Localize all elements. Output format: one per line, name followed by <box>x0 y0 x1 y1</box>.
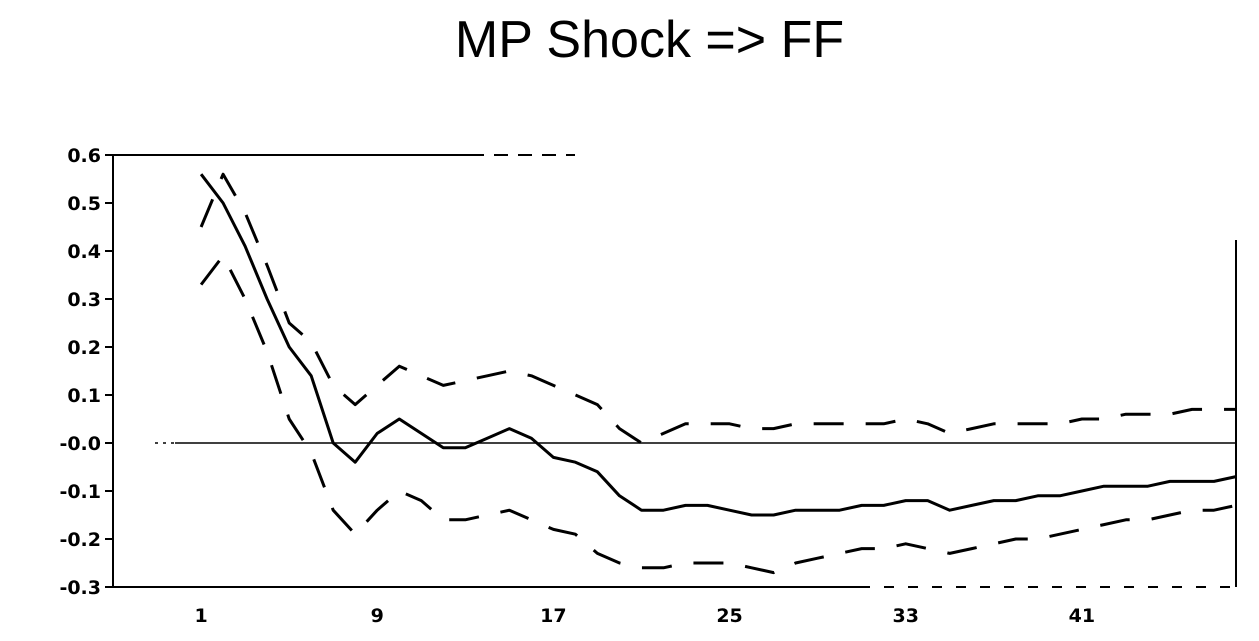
y-tick-label: -0.2 <box>59 529 101 551</box>
y-tick-label: -0.1 <box>59 481 101 503</box>
y-tick-label: 0.6 <box>67 145 101 167</box>
upper-band-line <box>199 172 1236 445</box>
y-tick-label: -0.0 <box>59 433 101 455</box>
x-tick-label: 33 <box>892 605 918 627</box>
y-tick-label: 0.1 <box>67 385 101 407</box>
y-tick-label: 0.3 <box>67 289 101 311</box>
lower-band-line <box>199 254 1237 575</box>
y-tick-label: 0.4 <box>67 241 101 263</box>
x-axis: 1 9 17 25 33 41 <box>194 605 1095 627</box>
x-tick-label: 41 <box>1069 605 1095 627</box>
y-tick-label: -0.3 <box>59 577 101 599</box>
chart-title: MP Shock => FF <box>454 11 845 69</box>
x-tick-label: 9 <box>371 605 384 627</box>
response-line <box>199 173 1237 517</box>
x-tick-label: 25 <box>716 605 742 627</box>
plot-frame <box>112 154 1237 588</box>
y-axis: 0.6 0.5 0.4 0.3 0.2 0.1 -0.0 -0.1 -0.2 -0.3 <box>59 145 113 599</box>
x-tick-label: 1 <box>194 605 207 627</box>
y-tick-label: 0.5 <box>67 193 101 215</box>
y-tick-label: 0.2 <box>67 337 101 359</box>
series-lines <box>199 172 1237 575</box>
x-tick-label: 17 <box>540 605 566 627</box>
